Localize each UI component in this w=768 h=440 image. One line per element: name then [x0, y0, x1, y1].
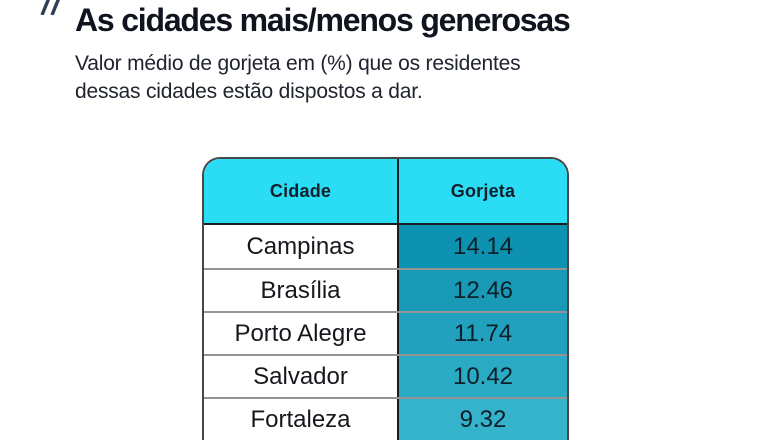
city-cell: Fortaleza [204, 399, 397, 440]
page-subtitle: Valor médio de gorjeta em (%) que os res… [75, 52, 521, 103]
table-header-row: Cidade Gorjeta [204, 159, 567, 225]
tip-value-cell: 10.42 [397, 356, 567, 397]
tip-value-cell: 11.74 [397, 313, 567, 354]
table-row: Porto Alegre 11.74 [204, 311, 567, 354]
tip-value-cell: 9.32 [397, 399, 567, 440]
city-cell: Salvador [204, 356, 397, 397]
city-cell: Campinas [204, 225, 397, 268]
city-cell: Porto Alegre [204, 313, 397, 354]
table-row: Fortaleza 9.32 [204, 397, 567, 440]
table-row: Campinas 14.14 [204, 225, 567, 268]
column-header-gorjeta: Gorjeta [397, 159, 567, 223]
column-header-cidade: Cidade [269, 180, 332, 201]
table-row: Brasília 12.46 [204, 268, 567, 311]
tip-value-cell: 14.14 [397, 225, 567, 268]
table-row: Salvador 10.42 [204, 354, 567, 397]
tips-table: Cidade Gorjeta Campinas 14.14 Brasília 1… [202, 157, 569, 440]
tip-value-cell: 12.46 [397, 270, 567, 311]
page-title: As cidades mais/menos generosas [75, 2, 571, 38]
double-slash-icon [40, 0, 60, 15]
city-cell: Brasília [204, 270, 397, 311]
